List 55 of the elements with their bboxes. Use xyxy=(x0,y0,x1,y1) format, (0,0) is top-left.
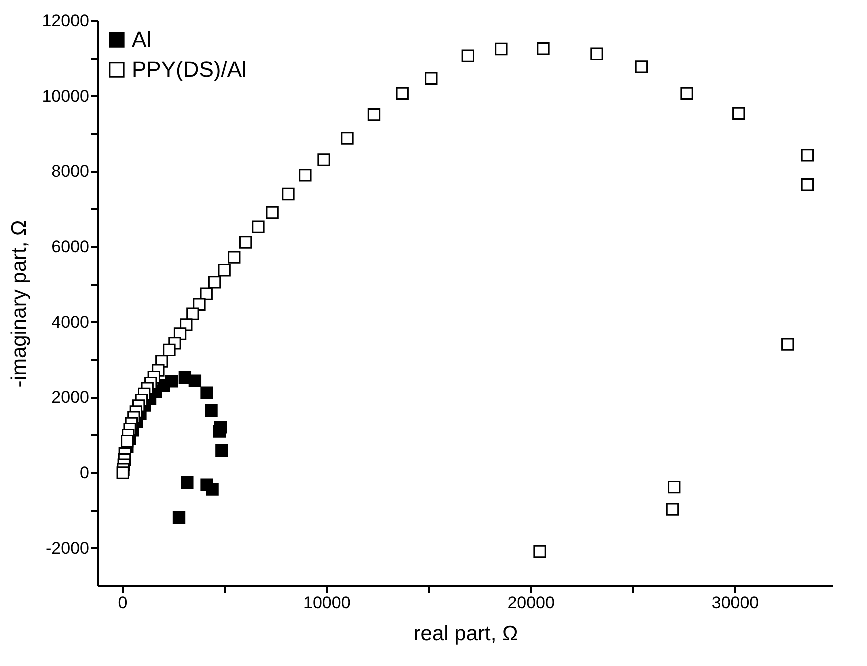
point xyxy=(318,154,330,166)
point xyxy=(299,169,312,182)
legend-label: PPY(DS)/Al xyxy=(132,57,247,82)
point xyxy=(732,107,746,120)
point xyxy=(396,87,409,100)
point xyxy=(116,466,130,480)
point xyxy=(666,503,680,516)
y-tick-label: 8000 xyxy=(52,162,90,182)
point xyxy=(206,483,219,496)
point xyxy=(214,421,228,434)
point xyxy=(178,371,192,384)
point xyxy=(205,404,218,418)
point xyxy=(216,444,228,458)
y-tick-label: 12000 xyxy=(42,12,90,30)
point xyxy=(200,288,213,300)
point xyxy=(200,386,214,400)
point xyxy=(668,480,681,494)
point xyxy=(172,511,186,524)
point xyxy=(801,149,814,162)
y-axis-title: -imaginary part, Ω xyxy=(8,220,32,388)
point xyxy=(266,206,279,220)
point xyxy=(186,308,200,320)
point xyxy=(163,344,176,357)
point xyxy=(590,48,604,60)
x-tick-label: 20000 xyxy=(508,594,555,612)
y-tick-label: 6000 xyxy=(52,238,90,256)
point xyxy=(228,251,241,264)
point xyxy=(121,435,134,448)
point xyxy=(239,236,252,249)
y-tick-label: 2000 xyxy=(52,388,90,408)
point xyxy=(425,72,438,85)
point xyxy=(208,276,222,289)
x-tick-label: 30000 xyxy=(712,594,760,612)
y-tick-label: 4000 xyxy=(52,312,90,332)
y-tick-label: 0 xyxy=(80,464,90,482)
y-tick-label: -2000 xyxy=(46,538,90,558)
point xyxy=(462,50,474,62)
point xyxy=(534,545,546,558)
y-tick-label: 10000 xyxy=(42,86,90,106)
point xyxy=(218,264,231,277)
point xyxy=(537,42,550,56)
point xyxy=(635,60,648,74)
point xyxy=(680,87,694,100)
point xyxy=(368,108,381,122)
x-tick-label: 0 xyxy=(118,594,128,612)
point xyxy=(801,178,814,192)
x-tick-label: 10000 xyxy=(304,594,351,612)
point xyxy=(181,476,194,490)
point xyxy=(782,338,794,351)
point xyxy=(252,220,265,234)
legend-label: Al xyxy=(132,27,152,52)
x-axis-title: real part, Ω xyxy=(414,622,518,646)
point xyxy=(495,42,508,56)
point xyxy=(341,132,354,145)
point xyxy=(282,188,295,201)
